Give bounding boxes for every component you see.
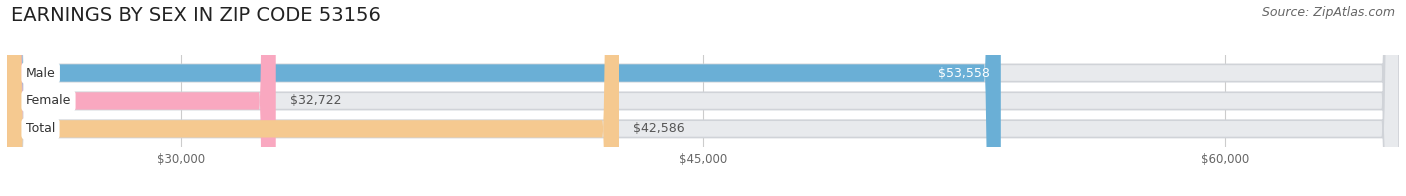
Text: $53,558: $53,558 [938, 66, 990, 80]
FancyBboxPatch shape [7, 0, 276, 196]
Text: EARNINGS BY SEX IN ZIP CODE 53156: EARNINGS BY SEX IN ZIP CODE 53156 [11, 6, 381, 25]
Text: Male: Male [25, 66, 56, 80]
FancyBboxPatch shape [7, 0, 1001, 196]
Text: $42,586: $42,586 [633, 122, 685, 135]
Text: Total: Total [25, 122, 55, 135]
Text: Source: ZipAtlas.com: Source: ZipAtlas.com [1261, 6, 1395, 19]
FancyBboxPatch shape [7, 0, 1399, 196]
FancyBboxPatch shape [7, 0, 1399, 196]
Text: Female: Female [25, 94, 72, 107]
FancyBboxPatch shape [7, 0, 1399, 196]
Text: $32,722: $32,722 [290, 94, 342, 107]
FancyBboxPatch shape [7, 0, 619, 196]
